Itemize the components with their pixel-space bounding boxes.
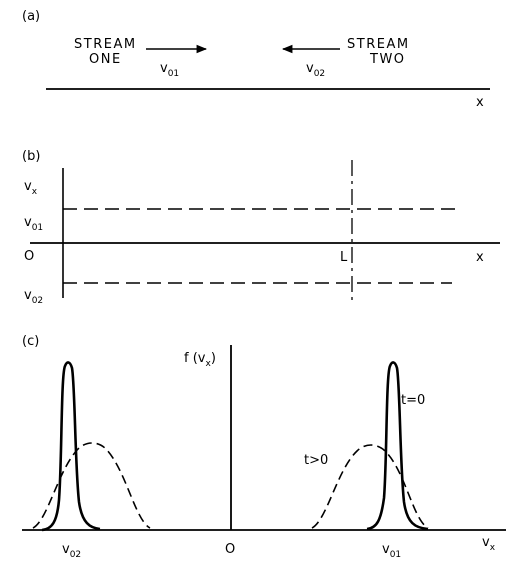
- stream-one-title: STREAM: [74, 37, 137, 52]
- panel-c-y-label: f (vx): [184, 351, 216, 369]
- panel-b-y-label: vx: [24, 179, 38, 197]
- panel-a-x-label: x: [476, 95, 484, 110]
- tick-origin: O: [225, 542, 235, 557]
- panel-b: (b) vx v01 O x v02 L: [22, 149, 500, 306]
- panel-a-label: (a): [22, 9, 40, 24]
- tick-v02: v02: [62, 542, 81, 560]
- initial-distribution-stream-one: [366, 361, 429, 531]
- broadened-distribution-stream-two: [32, 442, 151, 529]
- panel-b-x-label: x: [476, 250, 484, 265]
- stream-two-velocity: v02: [306, 61, 325, 79]
- panel-a: (a) STREAM ONE v01 STREAM TWO v02 x: [22, 9, 490, 110]
- initial-time-label: t=0: [401, 393, 425, 408]
- broadened-distribution-stream-one: [311, 444, 429, 529]
- panel-b-origin: O: [24, 249, 34, 264]
- panel-b-v02-label: v02: [24, 288, 43, 306]
- panel-c-label: (c): [22, 334, 39, 349]
- stream-one-velocity: v01: [160, 61, 179, 79]
- later-time-label: t>0: [304, 453, 328, 468]
- panel-c-x-label: vx: [482, 535, 496, 553]
- panel-c: (c) f (vx) t=0 t>0 v02 O v01 vx: [22, 334, 506, 560]
- stream-two-subtitle: TWO: [369, 52, 406, 67]
- tick-v01: v01: [382, 542, 401, 560]
- panel-b-label: (b): [22, 149, 40, 164]
- stream-one-subtitle: ONE: [89, 52, 122, 67]
- initial-distribution-stream-two: [41, 361, 101, 532]
- panel-b-v01-label: v01: [24, 215, 43, 233]
- stream-two-title: STREAM: [347, 37, 410, 52]
- boundary-label: L: [340, 250, 348, 265]
